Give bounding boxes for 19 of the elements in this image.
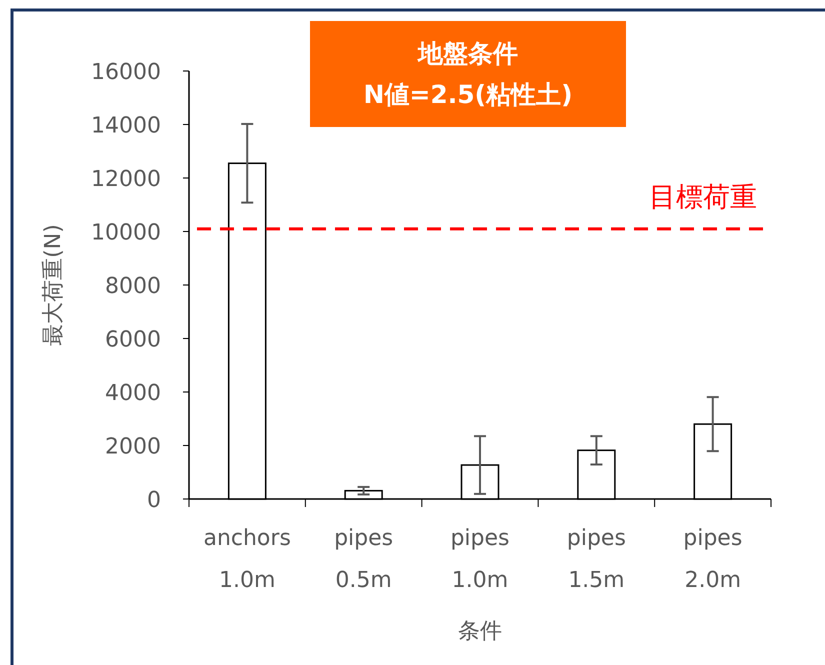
- chart-subtitle: N値=2.5(粘性土): [363, 80, 573, 109]
- x-tick-label: pipes 1.0m: [450, 526, 510, 593]
- x-tick-label: pipes 2.0m: [683, 526, 742, 593]
- y-tick-label: 8000: [105, 274, 161, 299]
- y-tick-label: 0: [147, 488, 161, 513]
- y-axis-title: 最大荷重(N): [41, 224, 66, 346]
- x-tick-label: anchors 1.0m: [203, 526, 291, 593]
- ref-line-label: 目標荷重: [649, 182, 757, 213]
- x-tick-label: pipes 0.5m: [334, 526, 394, 593]
- y-tick-label: 10000: [91, 220, 161, 246]
- x-axis-title: 条件: [458, 619, 502, 644]
- y-tick-label: 6000: [105, 328, 161, 352]
- y-tick-label: 14000: [91, 114, 161, 138]
- x-tick-label: pipes 1.5m: [566, 526, 626, 593]
- y-tick-label: 4000: [105, 381, 161, 406]
- y-tick-label: 16000: [91, 60, 161, 85]
- chart-title: 地盤条件: [417, 39, 518, 68]
- y-tick-label: 12000: [91, 167, 161, 192]
- y-tick-label: 2000: [105, 434, 161, 460]
